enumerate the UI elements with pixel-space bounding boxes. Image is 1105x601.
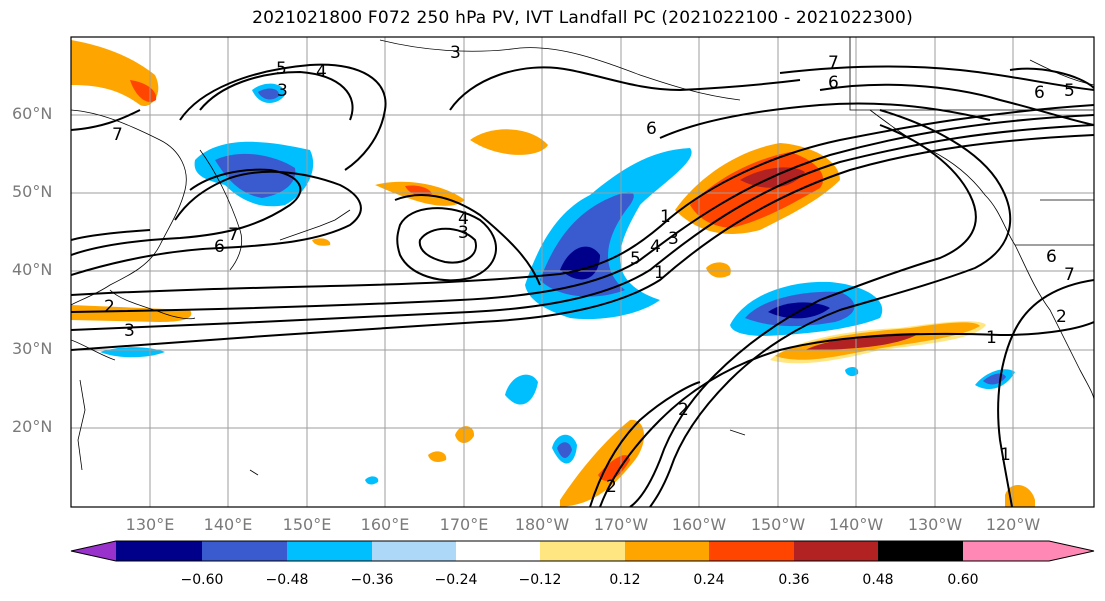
contour-label: 7 xyxy=(112,125,123,145)
lon-label: 170°E xyxy=(439,515,489,534)
contour-label: 3 xyxy=(277,81,288,101)
contour-label: 3 xyxy=(124,321,135,341)
lat-label: 20°N xyxy=(12,417,53,436)
colorbar-tick-label: 0.48 xyxy=(862,572,894,588)
lat-label: 30°N xyxy=(12,339,53,358)
colorbar-tick-label: −0.24 xyxy=(434,572,478,588)
contour-label: 1 xyxy=(986,328,997,348)
lon-label: 140°W xyxy=(828,515,884,534)
lat-label: 40°N xyxy=(12,260,53,279)
contour-label: 5 xyxy=(276,59,287,79)
colorbar-tick-label: 0.12 xyxy=(609,572,641,588)
contour-label: 1 xyxy=(654,263,665,283)
colorbar-tick-label: −0.48 xyxy=(265,572,309,588)
colorbar-tick-label: 0.24 xyxy=(693,572,725,588)
contour-label: 7 xyxy=(228,225,239,245)
plot-title: 2021021800 F072 250 hPa PV, IVT Landfall… xyxy=(252,8,913,28)
contour-label: 1 xyxy=(1000,445,1011,465)
gridlines xyxy=(71,37,1094,507)
contour-label: 6 xyxy=(828,73,839,93)
contour-label: 2 xyxy=(606,477,617,497)
pv-anomaly-shading xyxy=(71,40,1035,507)
contour-label: 3 xyxy=(458,223,469,243)
colorbar-swatch xyxy=(625,541,709,561)
colorbar-swatch xyxy=(372,541,456,561)
colorbar xyxy=(70,540,1095,562)
contour-label: 6 xyxy=(1034,83,1045,103)
lon-label: 160°W xyxy=(671,515,727,534)
map-frame xyxy=(70,36,1095,508)
lon-label: 180°W xyxy=(514,515,570,534)
contour-label: 7 xyxy=(1064,265,1075,285)
colorbar-tick-label: 0.36 xyxy=(778,572,810,588)
lon-label: 150°E xyxy=(282,515,332,534)
lon-label: 170°W xyxy=(593,515,649,534)
contour-label-group: 3 5 4 3 7 6 7 6 6 5 1 5 4 3 1 4 3 7 6 2 … xyxy=(104,43,1075,497)
contour-label: 2 xyxy=(1056,307,1067,327)
contour-label: 3 xyxy=(450,43,461,63)
colorbar-over-arrow xyxy=(963,541,1094,561)
colorbar-tick-label: −0.12 xyxy=(518,572,562,588)
contour-label: 2 xyxy=(678,400,689,420)
contour-label: 6 xyxy=(214,237,225,257)
contour-label: 4 xyxy=(458,209,469,229)
colorbar-swatch xyxy=(794,541,878,561)
contour-label: 7 xyxy=(828,53,839,73)
lon-label: 130°E xyxy=(125,515,175,534)
colorbar-swatch xyxy=(456,541,540,561)
colorbar-under-arrow xyxy=(71,541,116,561)
contour-label: 5 xyxy=(1064,81,1075,101)
colorbar-swatch xyxy=(287,541,372,561)
lon-label: 140°E xyxy=(203,515,253,534)
lon-label: 160°E xyxy=(360,515,410,534)
colorbar-swatch xyxy=(202,541,287,561)
colorbar-swatch xyxy=(540,541,625,561)
contour-label: 2 xyxy=(104,297,115,317)
lon-label: 130°W xyxy=(907,515,963,534)
contour-label: 4 xyxy=(650,237,661,257)
colorbar-tick-label: −0.60 xyxy=(180,572,224,588)
contour-label: 3 xyxy=(668,229,679,249)
colorbar-swatch xyxy=(878,541,963,561)
lat-label: 60°N xyxy=(12,104,53,123)
contour-label: 4 xyxy=(316,62,327,82)
contour-label: 6 xyxy=(1046,247,1057,267)
lon-label: 120°W xyxy=(985,515,1041,534)
colorbar-swatch xyxy=(116,541,202,561)
colorbar-tick-label: 0.60 xyxy=(947,572,979,588)
colorbar-swatch xyxy=(709,541,794,561)
contour-label: 5 xyxy=(630,249,641,269)
ivt-contours xyxy=(71,63,1094,507)
colorbar-tick-label: −0.36 xyxy=(350,572,394,588)
contour-label: 1 xyxy=(660,207,671,227)
lat-label: 50°N xyxy=(12,182,53,201)
contour-label: 6 xyxy=(646,119,657,139)
lon-label: 150°W xyxy=(750,515,806,534)
